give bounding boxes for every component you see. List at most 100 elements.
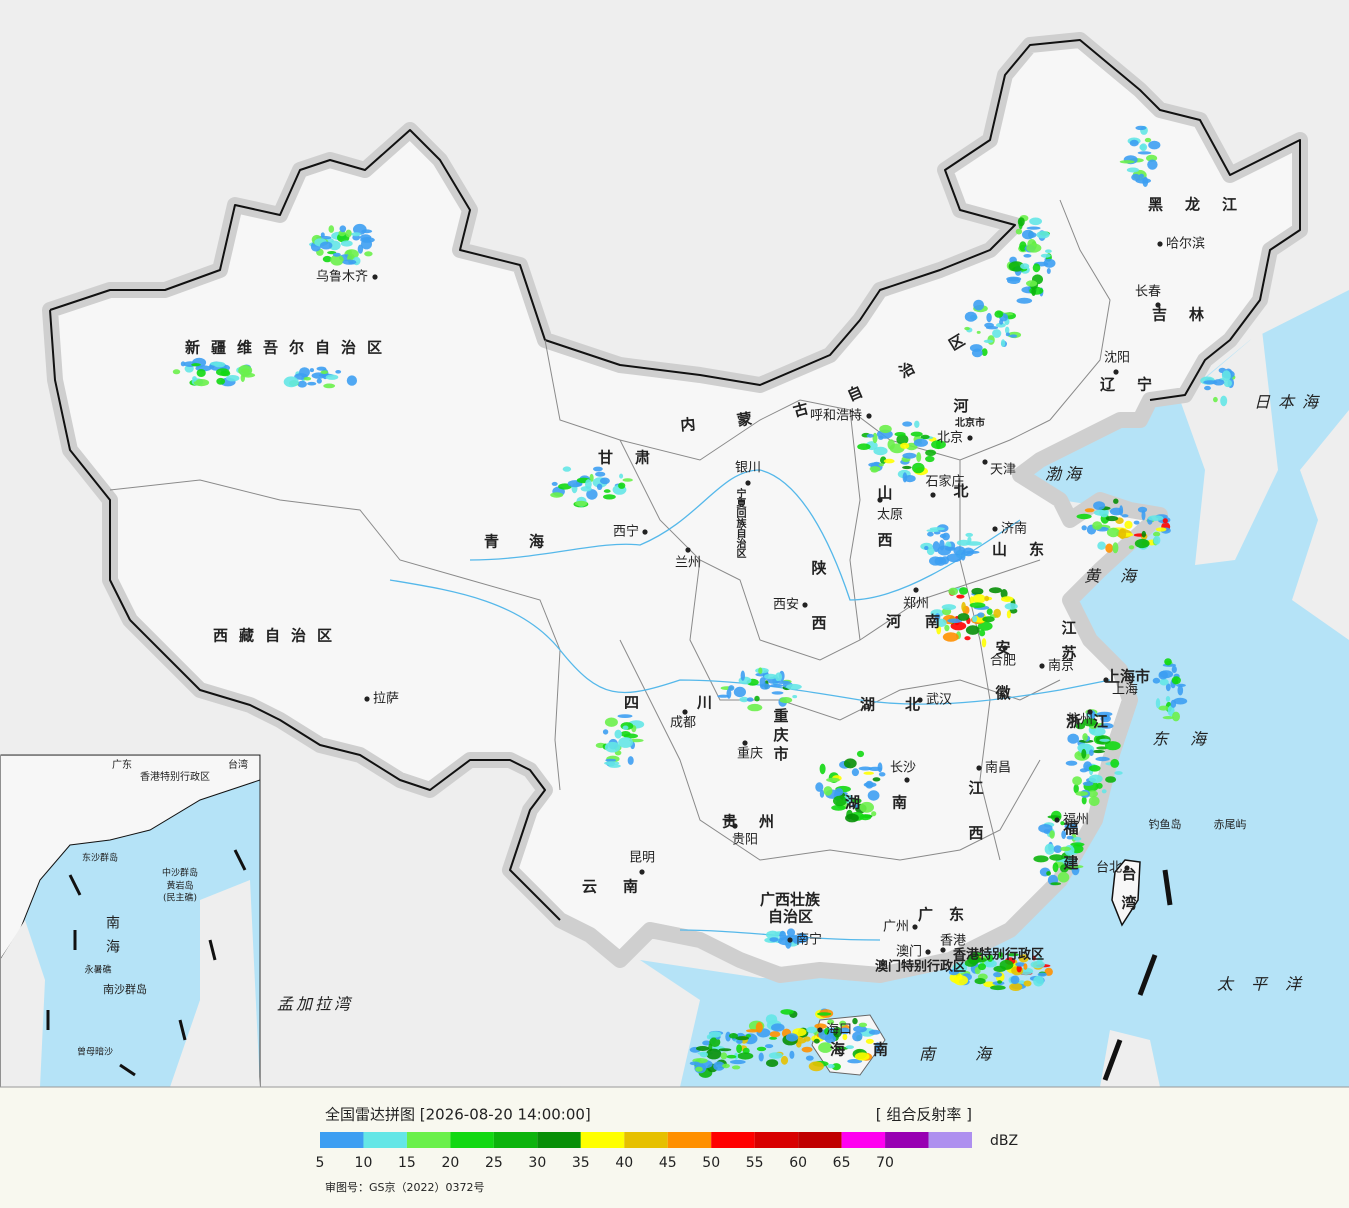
province-label: 山西: [876, 485, 894, 579]
legend-tick-label: 25: [485, 1155, 503, 1171]
city-label: 呼和浩特: [810, 409, 862, 424]
city-dot: [639, 869, 645, 875]
radar-echo: [342, 259, 357, 265]
radar-echo: [1135, 125, 1147, 131]
radar-echo: [904, 475, 916, 483]
radar-echo: [1040, 253, 1051, 258]
radar-echo: [839, 1027, 850, 1035]
radar-echo: [339, 225, 347, 233]
sea: [560, 290, 1349, 1087]
radar-echo: [827, 1019, 835, 1025]
radar-echo: [965, 625, 980, 635]
inset-foreign-land: [1, 920, 45, 1087]
radar-echo: [241, 368, 250, 374]
radar-echo: [985, 326, 999, 330]
inset-label: 香港特别行政区: [140, 770, 210, 783]
radar-echo: [1095, 756, 1110, 762]
border: [544, 339, 1051, 461]
radar-echo: [747, 703, 763, 712]
province-label: 吉林: [1152, 306, 1226, 324]
radar-echo: [1009, 334, 1018, 338]
radar-echo: [769, 1036, 778, 1040]
radar-echo: [1075, 791, 1089, 796]
radar-echo: [873, 446, 888, 456]
city-label: 海口: [826, 1023, 852, 1038]
radar-echo: [994, 310, 1004, 318]
radar-echo: [1105, 543, 1114, 553]
inset-dash-line: [46, 849, 247, 1077]
city-label: 天津: [990, 463, 1016, 478]
radar-echo: [942, 632, 959, 642]
boundary-dash: [178, 1019, 187, 1041]
radar-echo: [322, 255, 332, 263]
radar-echo: [297, 380, 307, 388]
province-label: 甘肃: [598, 449, 672, 467]
city-dot: [1039, 663, 1045, 669]
city-label: 长春: [1135, 285, 1161, 300]
province-label: 陕西: [810, 559, 828, 670]
radar-echo: [879, 424, 892, 434]
radar-echo: [353, 223, 367, 235]
radar-echo: [1004, 603, 1018, 610]
radar-echo: [1079, 768, 1088, 773]
sea-label: 孟加拉湾: [277, 995, 353, 1014]
radar-echo: [1162, 716, 1175, 720]
radar-echo: [1007, 953, 1019, 957]
city-dot: [787, 937, 793, 943]
radar-echo: [1008, 261, 1025, 272]
province-label: 辽宁: [1100, 376, 1174, 394]
map-title: 全国雷达拼图 [2026-08-20 14:00:00]: [325, 1106, 591, 1124]
radar-echo: [839, 1020, 847, 1027]
radar-echo: [754, 695, 760, 702]
radar-echo: [1134, 538, 1150, 549]
radar-echo: [867, 790, 880, 801]
radar-echo: [1006, 610, 1012, 619]
radar-echo: [953, 546, 966, 556]
radar-echo: [735, 1036, 749, 1041]
city-dot: [1002, 645, 1008, 651]
radar-echo: [759, 677, 766, 688]
radar-echo: [618, 737, 633, 748]
radar-echo: [956, 539, 971, 546]
philippines: [1100, 1030, 1160, 1087]
radar-echo: [857, 443, 871, 451]
radar-echo: [1176, 683, 1186, 688]
city-label: 兰州: [675, 556, 701, 571]
radar-echo: [1047, 815, 1061, 819]
radar-echo: [596, 483, 603, 490]
radar-echo: [619, 473, 624, 479]
radar-echo: [1069, 865, 1084, 869]
radar-echo: [1203, 380, 1218, 385]
city-label: 南昌: [985, 760, 1011, 776]
radar-echo: [851, 768, 860, 777]
legend-tick-label: 50: [702, 1155, 720, 1171]
city-label: 南京: [1048, 658, 1074, 674]
radar-echo: [1112, 542, 1119, 554]
legend-tick-label: 30: [528, 1155, 546, 1171]
radar-echo: [834, 788, 844, 796]
radar-echo: [984, 595, 990, 602]
radar-echo: [1133, 520, 1140, 525]
radar-echo: [852, 1031, 863, 1042]
radar-echo: [1089, 749, 1094, 756]
city-dot: [917, 697, 923, 703]
radar-echo: [946, 553, 963, 563]
radar-echo: [764, 673, 777, 680]
radar-echo: [765, 1044, 774, 1049]
legend-swatch: [841, 1132, 886, 1148]
radar-echo: [1172, 711, 1180, 722]
province-label: 安徽: [994, 639, 1012, 730]
radar-echo: [1082, 718, 1097, 727]
radar-echo: [1046, 268, 1051, 274]
radar-echo: [320, 232, 325, 238]
legend-tick-label: 45: [659, 1155, 677, 1171]
radar-echo: [1060, 846, 1071, 852]
radar-echo: [856, 750, 865, 758]
legend-swatch: [537, 1132, 581, 1148]
radar-echo: [1057, 871, 1070, 883]
radar-echo: [983, 981, 996, 988]
radar-echo: [847, 1059, 863, 1064]
radar-echo: [842, 1034, 848, 1041]
radar-echo: [1128, 545, 1135, 550]
